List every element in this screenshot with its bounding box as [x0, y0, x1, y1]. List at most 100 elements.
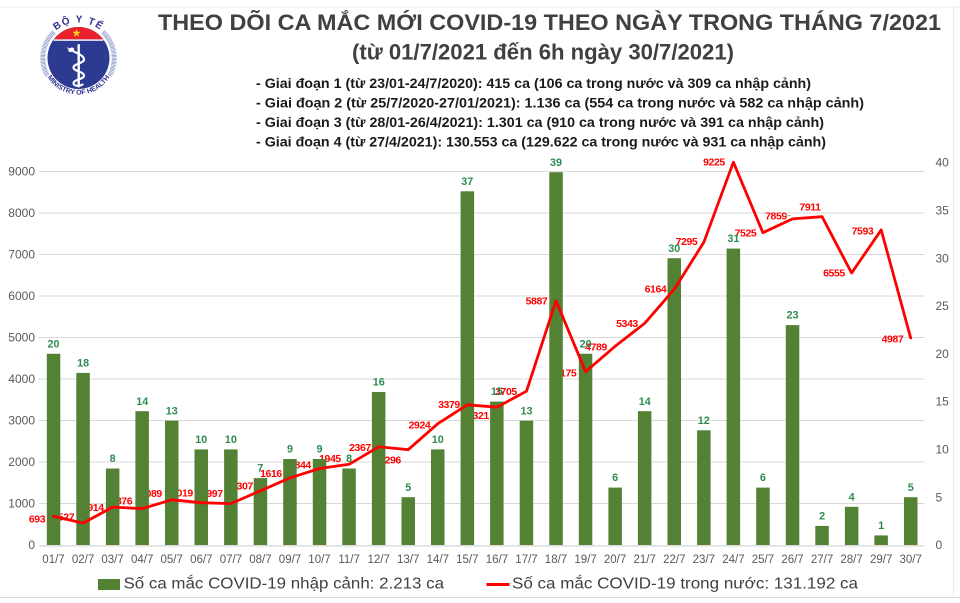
svg-text:997: 997	[206, 488, 223, 500]
svg-text:01/7: 01/7	[42, 554, 64, 566]
svg-text:THEO DÕI CA MẮC MỚI COVID-19 T: THEO DÕI CA MẮC MỚI COVID-19 THEO NGÀY T…	[158, 10, 941, 35]
svg-text:30/7: 30/7	[900, 554, 922, 566]
svg-text:24/7: 24/7	[722, 554, 744, 566]
svg-text:31: 31	[727, 233, 739, 245]
svg-text:08/7: 08/7	[249, 554, 271, 566]
svg-text:39: 39	[550, 157, 562, 169]
svg-text:14: 14	[136, 396, 148, 408]
svg-text:21/7: 21/7	[634, 554, 656, 566]
svg-text:10: 10	[432, 434, 444, 446]
svg-text:8000: 8000	[8, 206, 35, 220]
svg-text:14: 14	[639, 396, 651, 408]
svg-text:914: 914	[87, 502, 104, 514]
svg-text:- Giai đoạn 2 (từ 25/7/2020-27: - Giai đoạn 2 (từ 25/7/2020-27/01/2021):…	[256, 96, 864, 111]
svg-text:20/7: 20/7	[604, 554, 626, 566]
svg-text:09/7: 09/7	[279, 554, 301, 566]
svg-text:7000: 7000	[8, 248, 35, 262]
svg-text:15: 15	[491, 386, 503, 398]
svg-text:23/7: 23/7	[693, 554, 715, 566]
svg-text:(từ 01/7/2021 đến 6h ngày 30/7: (từ 01/7/2021 đến 6h ngày 30/7/2021)	[352, 40, 734, 65]
svg-text:9225: 9225	[703, 156, 725, 168]
svg-text:4: 4	[849, 491, 855, 503]
svg-text:4987: 4987	[882, 333, 904, 345]
svg-text:5: 5	[908, 482, 914, 494]
svg-text:27/7: 27/7	[811, 554, 833, 566]
svg-text:06/7: 06/7	[190, 554, 212, 566]
svg-text:- Giai đoạn 3 (từ 28/01-26/4/2: - Giai đoạn 3 (từ 28/01-26/4/2021): 1.30…	[256, 115, 824, 130]
svg-text:693: 693	[29, 513, 46, 525]
svg-text:12: 12	[698, 415, 710, 427]
svg-text:26/7: 26/7	[781, 554, 803, 566]
svg-text:19/7: 19/7	[574, 554, 596, 566]
svg-text:10/7: 10/7	[308, 554, 330, 566]
svg-text:28/7: 28/7	[840, 554, 862, 566]
svg-text:- Giai đoạn 1 (từ 23/01-24/7/2: - Giai đoạn 1 (từ 23/01-24/7/2020): 415 …	[256, 76, 811, 91]
svg-text:8: 8	[346, 453, 352, 465]
svg-text:10: 10	[225, 434, 237, 446]
svg-text:4789: 4789	[585, 341, 607, 353]
svg-text:7: 7	[257, 463, 263, 475]
svg-text:13: 13	[166, 405, 178, 417]
svg-text:18/7: 18/7	[545, 554, 567, 566]
svg-text:6: 6	[612, 472, 618, 484]
svg-text:2: 2	[819, 511, 825, 523]
svg-text:9: 9	[287, 444, 293, 456]
svg-text:- Giai đoạn 4 (từ 27/4/2021):: - Giai đoạn 4 (từ 27/4/2021): 130.553 ca…	[256, 134, 826, 149]
svg-text:5: 5	[405, 482, 411, 494]
svg-text:40: 40	[936, 156, 950, 170]
svg-text:20: 20	[47, 338, 59, 350]
svg-text:7295: 7295	[676, 236, 698, 248]
svg-text:5887: 5887	[526, 295, 548, 307]
svg-text:13/7: 13/7	[397, 554, 419, 566]
svg-text:2000: 2000	[8, 455, 35, 469]
svg-text:12/7: 12/7	[368, 554, 390, 566]
svg-text:11/7: 11/7	[338, 554, 360, 566]
svg-text:16/7: 16/7	[486, 554, 508, 566]
svg-text:07/7: 07/7	[220, 554, 242, 566]
svg-text:0: 0	[28, 538, 35, 552]
svg-text:6164: 6164	[645, 283, 667, 295]
svg-text:6: 6	[760, 472, 766, 484]
svg-text:876: 876	[116, 495, 133, 507]
svg-text:3000: 3000	[8, 414, 35, 428]
svg-text:25: 25	[936, 299, 950, 313]
svg-text:05/7: 05/7	[161, 554, 183, 566]
svg-text:1000: 1000	[8, 497, 35, 511]
svg-text:02/7: 02/7	[72, 554, 94, 566]
svg-text:5000: 5000	[8, 331, 35, 345]
svg-text:3379: 3379	[438, 399, 460, 411]
svg-text:35: 35	[936, 204, 950, 218]
svg-text:Số ca mắc COVID-19 nhập cảnh:: Số ca mắc COVID-19 nhập cảnh: 2.213 ca	[124, 574, 445, 593]
svg-text:9: 9	[316, 444, 322, 456]
svg-text:7911: 7911	[799, 201, 821, 213]
svg-text:3705: 3705	[495, 386, 517, 398]
svg-text:14/7: 14/7	[427, 554, 449, 566]
svg-text:1: 1	[878, 520, 884, 532]
svg-text:2367: 2367	[349, 442, 371, 454]
svg-text:BỘ Y TẾ: BỘ Y TẾ	[51, 13, 106, 33]
svg-text:22/7: 22/7	[663, 554, 685, 566]
svg-text:10: 10	[936, 443, 950, 457]
svg-text:20: 20	[580, 338, 592, 350]
svg-text:20: 20	[936, 347, 950, 361]
svg-text:6000: 6000	[8, 289, 35, 303]
svg-text:30: 30	[936, 251, 950, 265]
svg-text:7593: 7593	[852, 225, 874, 237]
svg-text:6555: 6555	[823, 267, 845, 279]
svg-text:10: 10	[195, 434, 207, 446]
svg-text:0: 0	[936, 538, 943, 552]
svg-text:25/7: 25/7	[752, 554, 774, 566]
svg-text:5343: 5343	[616, 318, 638, 330]
svg-text:18: 18	[77, 358, 89, 370]
svg-text:29/7: 29/7	[870, 554, 892, 566]
svg-text:30: 30	[668, 243, 680, 255]
svg-text:8: 8	[110, 453, 116, 465]
svg-text:2924: 2924	[409, 419, 431, 431]
svg-text:37: 37	[461, 176, 473, 188]
svg-text:03/7: 03/7	[101, 554, 123, 566]
svg-text:4000: 4000	[8, 372, 35, 386]
svg-text:7525: 7525	[735, 227, 757, 239]
svg-text:13: 13	[520, 405, 532, 417]
svg-text:16: 16	[373, 377, 385, 389]
svg-text:04/7: 04/7	[131, 554, 153, 566]
